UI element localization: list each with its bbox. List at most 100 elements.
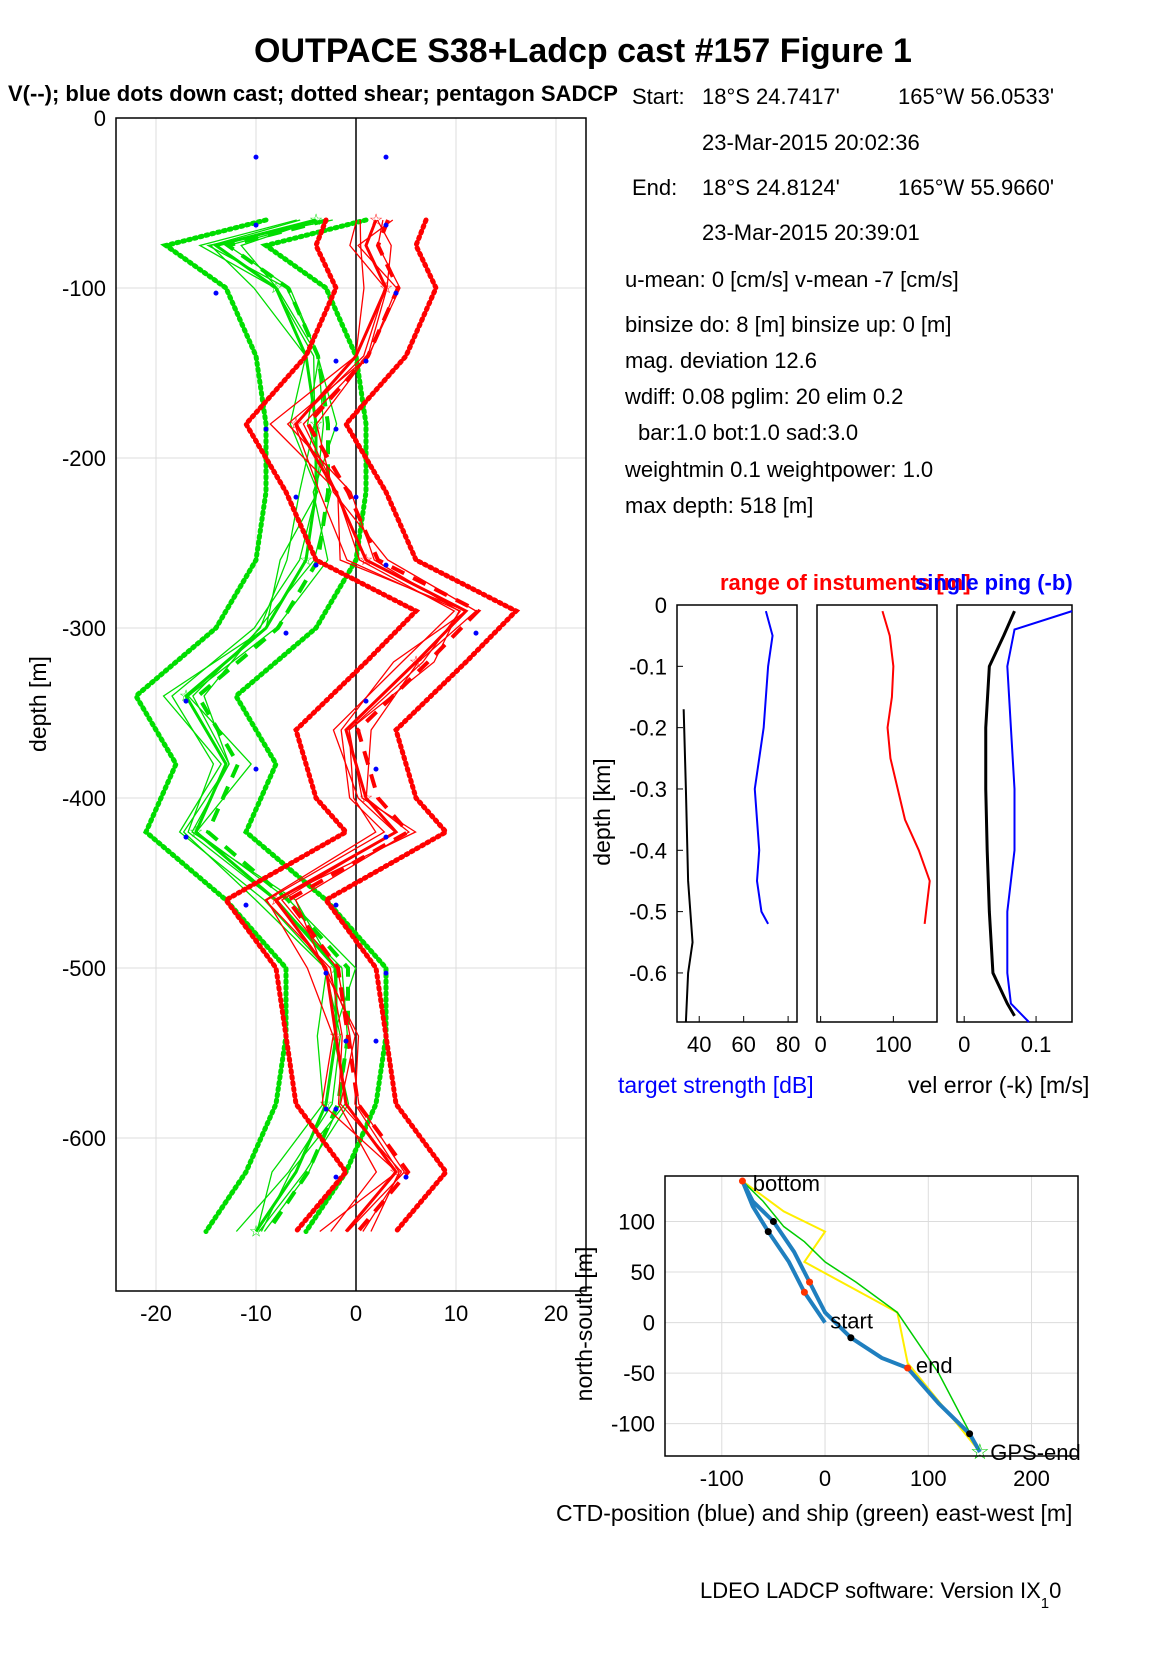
downcast-dot: [243, 902, 249, 908]
downcast-dot: [253, 154, 259, 160]
position-marker: [800, 1288, 808, 1296]
target-strength-ytick-label: -0.1: [629, 654, 667, 679]
position-ytick-label: 100: [618, 1209, 655, 1234]
main-ytick-label: -600: [62, 1126, 106, 1151]
start-label: Start:: [632, 84, 685, 109]
target-strength-axes-box: [676, 604, 798, 1023]
u-profile-line: [273, 219, 469, 1233]
u-profile-star-marker: ☆: [409, 654, 423, 671]
binsize: binsize do: 8 [m] binsize up: 0 [m]: [625, 312, 952, 337]
position-xtick-label: 0: [819, 1466, 831, 1491]
downcast-dot: [373, 1038, 379, 1044]
downcast-dot: [373, 766, 379, 772]
downcast-dot: [343, 1038, 349, 1044]
v-profile-ensemble-line: [162, 219, 328, 1232]
downcast-dot: [253, 222, 259, 228]
downcast-dot: [333, 1106, 339, 1112]
bar-params: bar:1.0 bot:1.0 sad:3.0: [638, 420, 858, 445]
position-label-end: end: [916, 1353, 953, 1378]
target-strength-series-line: [682, 709, 694, 1023]
downcast-dot: [383, 154, 389, 160]
v-profile-shear-envelope: [132, 217, 289, 1234]
end-lat: 18°S 24.8124': [702, 175, 840, 200]
target-strength-series-line: [753, 610, 774, 925]
u-profile-star-marker: ☆: [289, 416, 303, 433]
main-ytick-label: -200: [62, 446, 106, 471]
cast-info-block: Start: 18°S 24.7417' 165°W 56.0533' 23-M…: [624, 84, 1054, 518]
range-title: range of instuments [m]: [720, 570, 971, 595]
u-profile-star-marker: ☆: [369, 212, 383, 229]
downcast-dot: [363, 698, 369, 704]
position-marker: [764, 1228, 772, 1236]
figure-title: OUTPACE S38+Ladcp cast #157 Figure 1: [254, 32, 912, 70]
downcast-dot: [333, 1174, 339, 1180]
main-ytick-label: -500: [62, 956, 106, 981]
u-profile-shear-envelope: [222, 217, 421, 1234]
downcast-dot: [333, 902, 339, 908]
velocity-profile-panel: ☆☆☆☆☆☆☆☆☆☆☆☆☆☆☆☆☆☆ -20 -10 0 10 200-100-200-…: [25, 106, 587, 1326]
u-profile-dashed-line: [285, 219, 482, 1233]
downcast-dot: [393, 290, 399, 296]
position-marker: [966, 1430, 974, 1438]
downcast-dot: [293, 494, 299, 500]
u-profile-star-marker: ☆: [389, 1164, 403, 1181]
downcast-dot: [333, 358, 339, 364]
range-panel: 0 100: [815, 604, 938, 1057]
start-lon: 165°W 56.0533': [898, 84, 1054, 109]
range-xtick-label: 0: [815, 1032, 827, 1057]
target-strength-ytick-label: -0.4: [629, 838, 667, 863]
position-xlabel: CTD-position (blue) and ship (green) eas…: [556, 1500, 1072, 1526]
position-ytick-label: 50: [631, 1260, 655, 1285]
downcast-dot: [333, 426, 339, 432]
ship-track: [741, 1180, 981, 1453]
downcast-dot: [263, 426, 269, 432]
wdiff: wdiff: 0.08 pglim: 20 elim 0.2: [624, 384, 903, 409]
u-profile-shear-envelope: [322, 217, 521, 1234]
position-label-start: start: [830, 1309, 873, 1334]
position-xtick-label: -100: [700, 1466, 744, 1491]
u-profile-star-marker: ☆: [359, 790, 373, 807]
vel-error-xlabel: vel error (-k) [m/s]: [908, 1072, 1089, 1098]
main-xtick-label: -10: [240, 1301, 272, 1326]
downcast-dot: [323, 1106, 329, 1112]
v-profile-ensemble-line: [182, 219, 341, 1232]
position-label-bottom: bottom: [753, 1171, 820, 1196]
main-xtick-label: 0: [350, 1301, 362, 1326]
vel-error-series-line: [984, 610, 1016, 1017]
footer-software: LDEO LADCP software: Version IX10: [700, 1578, 1061, 1612]
small-ylabel: depth [km]: [589, 758, 615, 865]
position-axes-box: [664, 1175, 1079, 1457]
max-depth: max depth: 518 [m]: [625, 493, 813, 518]
single-ping-title: single ping (-b): [915, 570, 1073, 595]
start-lat: 18°S 24.7417': [702, 84, 840, 109]
end-time: 23-Mar-2015 20:39:01: [702, 220, 920, 245]
vel-error-series-line: [1006, 610, 1073, 1023]
downcast-dot: [253, 766, 259, 772]
u-profile-ensemble-line: [264, 219, 462, 1232]
main-ticks: -20 -10 0 10 200-100-200-300-400-500-600: [62, 106, 568, 1326]
downcast-dot: [213, 290, 219, 296]
weight-params: weightmin 0.1 weightpower: 1.0: [624, 457, 933, 482]
downcast-dot: [473, 630, 479, 636]
position-marker: [806, 1278, 814, 1286]
end-label: End:: [632, 175, 677, 200]
target-strength-xtick-label: 40: [687, 1032, 711, 1057]
v-profile-star-marker: ☆: [179, 688, 193, 705]
downcast-dot: [183, 834, 189, 840]
range-xtick-label: 100: [875, 1032, 912, 1057]
target-strength-ytick-label: -0.2: [629, 716, 667, 741]
target-strength-panel: 40 60 80 0 -0.1 -0.2 -0.3 -0.4 -0.5 -0.6: [629, 593, 800, 1057]
downcast-dot: [403, 1174, 409, 1180]
v-profile-star-marker: ☆: [249, 1224, 263, 1241]
target-strength-ytick-label: -0.6: [629, 961, 667, 986]
vel-error-xtick-label: 0.1: [1021, 1032, 1052, 1057]
position-xtick-label: 100: [910, 1466, 947, 1491]
downcast-dot: [383, 562, 389, 568]
main-xtick-label: -20: [140, 1301, 172, 1326]
v-profile-line: [184, 218, 338, 1233]
range-axes-box: [816, 604, 938, 1023]
mag-deviation: mag. deviation 12.6: [625, 348, 817, 373]
position-marker: [769, 1217, 777, 1225]
target-strength-xlabel: target strength [dB]: [618, 1072, 814, 1098]
